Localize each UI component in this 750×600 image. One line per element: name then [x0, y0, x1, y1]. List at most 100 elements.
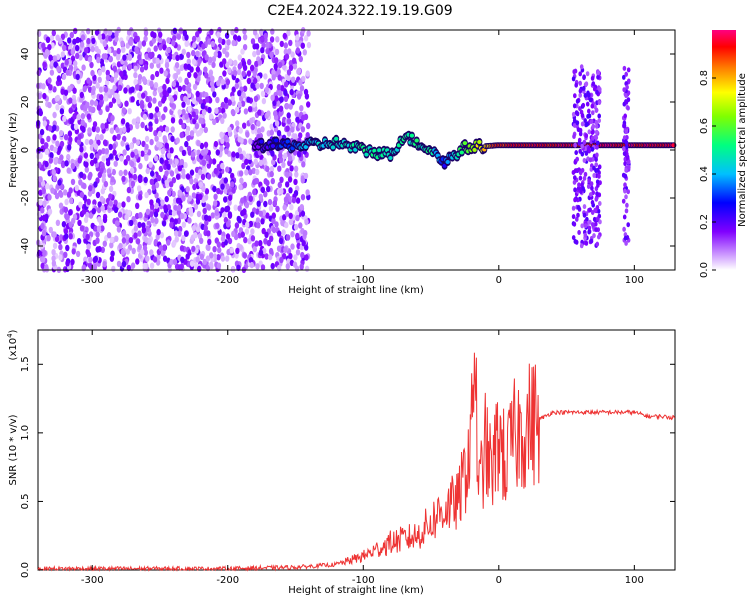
- spectrogram-cell: [47, 208, 53, 215]
- spectrogram-cell: [255, 217, 261, 224]
- spectrogram-cell: [277, 61, 283, 69]
- spectrogram-cell: [279, 256, 284, 264]
- spectrogram-cell: [130, 151, 135, 158]
- spectrogram-cell: [195, 256, 200, 263]
- spectrogram-cell: [279, 40, 284, 48]
- spectrogram-cell: [288, 103, 293, 110]
- spectrogram-cell: [49, 152, 54, 159]
- snr-x-ticks: -300 -200 -100 0 100: [81, 330, 644, 586]
- spectrogram-cell: [296, 67, 302, 75]
- spectrogram-cell: [137, 243, 142, 251]
- spectrogram-cell: [592, 165, 596, 171]
- spectrogram-cell: [157, 36, 163, 44]
- spectrogram-cell: [256, 222, 261, 229]
- spectrogram-cell: [589, 119, 594, 124]
- spectrogram-cell: [248, 195, 253, 202]
- spectrogram-cell: [288, 212, 293, 219]
- spectrogram-cell: [276, 245, 282, 252]
- spectrogram-cell: [69, 118, 74, 125]
- spectrogram-cell: [183, 161, 188, 169]
- spectrogram-cell: [598, 201, 602, 206]
- spectrogram-cell: [152, 89, 157, 97]
- spectrogram-cell: [44, 264, 49, 271]
- spectrogram-cell: [92, 263, 98, 271]
- spectrogram-cell: [105, 69, 111, 77]
- spectrogram-cell: [137, 92, 142, 99]
- spectrogram-cell: [74, 184, 80, 192]
- chart-title: C2E4.2024.322.19.19.G09: [267, 3, 452, 19]
- spectrogram-cell: [102, 261, 107, 268]
- spectrogram-cell: [172, 35, 177, 42]
- spectrogram-cell: [101, 155, 106, 162]
- spectrogram-cell: [110, 114, 115, 122]
- x-tick-label: 0: [496, 275, 502, 286]
- spectrogram-cell: [294, 110, 299, 118]
- spectrogram-cell: [290, 98, 295, 106]
- spectrogram-cell: [160, 250, 165, 257]
- spectrogram-cell: [135, 238, 141, 245]
- spectrogram-cell: [87, 190, 93, 197]
- spectrogram-cell: [112, 134, 117, 142]
- spectrogram-cell: [239, 177, 244, 184]
- spectrogram-cell: [222, 70, 227, 77]
- spectrogram-cell: [93, 225, 99, 232]
- spectrogram-cell: [622, 226, 626, 232]
- spectrogram-cell: [202, 207, 207, 215]
- spectrogram-cell: [235, 106, 240, 114]
- spectrogram-cell: [580, 121, 585, 127]
- spectrogram-cell: [597, 234, 601, 240]
- spectrogram-cell: [162, 255, 168, 262]
- spectrogram-cell: [181, 101, 186, 108]
- spectrogram-cell: [36, 69, 41, 77]
- spectrogram-cell: [240, 231, 245, 238]
- spectrogram-cell: [285, 125, 290, 132]
- spectrogram-cell: [305, 189, 310, 196]
- spectrogram-cell: [142, 113, 148, 121]
- spectrogram-cell: [624, 194, 628, 200]
- spectrogram-cell: [233, 204, 238, 211]
- spectrogram-cell: [85, 101, 90, 109]
- spectrogram-cell: [574, 150, 578, 156]
- spectrogram-cell: [237, 101, 242, 108]
- y-tick-label: -20: [20, 190, 31, 206]
- spectrogram-cell: [38, 176, 43, 183]
- spectrogram-cell: [622, 151, 627, 157]
- spectrogram-cell: [47, 101, 52, 109]
- spectrogram-cell: [160, 199, 165, 206]
- spectrogram-cell: [233, 69, 238, 77]
- spectrogram-cell: [88, 139, 94, 146]
- spectrogram-cell: [99, 134, 104, 141]
- spectrogram-cell: [200, 103, 205, 110]
- spectrogram-cell: [44, 48, 50, 56]
- spectrogram-cell: [178, 76, 183, 83]
- spectrogram-cell: [213, 167, 218, 175]
- spectrogram-cell: [175, 54, 180, 62]
- spectrogram-cell: [204, 72, 209, 79]
- spectrogram-cell: [233, 34, 238, 41]
- colorbar-label: Normalized spectral amplitude: [737, 73, 748, 227]
- spectrogram-cell: [137, 176, 143, 184]
- spectrogram-cell: [170, 126, 175, 133]
- spectrogram-cell: [268, 253, 273, 261]
- spectrogram-cell: [260, 186, 266, 194]
- spectrogram-cell: [295, 249, 301, 256]
- spectrogram-cell: [183, 63, 188, 70]
- y-tick-label: 20: [20, 96, 31, 109]
- spectrogram-cell: [137, 54, 142, 61]
- snr-y-label: SNR (10 * v/v): [8, 414, 19, 485]
- x-tick-label: -300: [81, 275, 104, 286]
- spectrogram-cell: [221, 107, 226, 114]
- spectrogram-cell: [102, 139, 108, 146]
- spectrogram-cell: [127, 63, 133, 70]
- spectrogram-cell: [184, 140, 189, 148]
- spectrogram-cell: [624, 167, 628, 173]
- spectrogram-cell: [295, 214, 300, 222]
- spectrogram-cell: [285, 234, 291, 241]
- spectrogram-cell: [97, 76, 102, 84]
- spectrogram-cell: [239, 153, 244, 160]
- spectrogram-cell: [277, 181, 282, 189]
- spectrogram-cell: [258, 240, 263, 247]
- spectrogram-cell: [40, 138, 45, 145]
- spectrogram-cell: [207, 38, 212, 45]
- spectrogram-cell: [573, 142, 577, 148]
